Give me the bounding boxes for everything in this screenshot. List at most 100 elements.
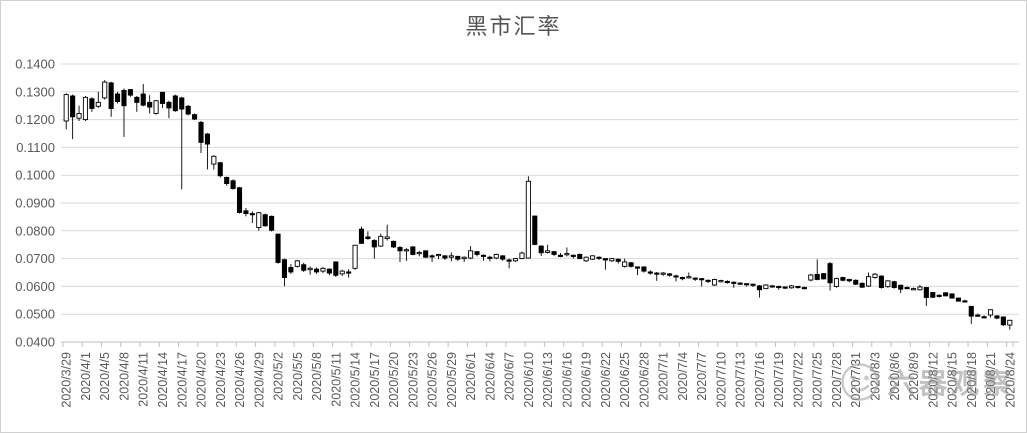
candle-down [217, 162, 223, 177]
y-axis-tick-label: 0.0700 [15, 251, 55, 266]
candle-up [384, 236, 390, 240]
candle-down [692, 277, 698, 280]
x-axis-tick-label: 2020/7/31 [849, 352, 863, 408]
candle-down [744, 283, 750, 286]
candle-down [859, 282, 865, 288]
candle-up [448, 255, 454, 258]
x-axis-tick-label: 2020/4/1 [79, 352, 93, 401]
candle-down [442, 255, 448, 259]
candle-up [763, 284, 769, 290]
candle-down [410, 246, 416, 255]
candle-down [615, 258, 621, 262]
candle-up [211, 155, 217, 165]
x-axis-tick-label: 2020/8/18 [965, 352, 979, 408]
candle-up [525, 180, 531, 259]
candle-down [134, 96, 140, 103]
x-axis-tick-label: 2020/8/12 [926, 352, 940, 408]
candle-up [885, 280, 891, 288]
x-axis-tick-label: 2020/7/13 [734, 352, 748, 408]
x-axis-tick-label: 2020/5/26 [426, 352, 440, 408]
candle-up [76, 113, 82, 119]
candle-up [808, 274, 814, 281]
candle-down [975, 314, 981, 317]
candle-down [827, 263, 833, 284]
x-axis-tick-label: 2020/4/8 [117, 352, 131, 401]
candle-down [724, 280, 730, 284]
candle-up [788, 285, 795, 289]
candle-down [821, 273, 827, 280]
candle-up [352, 244, 358, 269]
candle-down [968, 305, 974, 317]
candle-down [769, 285, 775, 288]
candle-down [673, 275, 679, 278]
candle-down [943, 292, 949, 297]
candle-down [949, 293, 955, 299]
candle-down [654, 272, 660, 275]
candle-down [423, 250, 429, 258]
candle-up [917, 286, 923, 291]
x-axis-tick-label: 2020/5/2 [272, 352, 286, 401]
candle-up [468, 250, 474, 259]
x-axis-tick-label: 2020/4/14 [156, 352, 170, 408]
candle-up [910, 288, 917, 291]
candle-down [628, 262, 634, 267]
candle-down [557, 254, 564, 257]
candle-down [904, 287, 910, 290]
candle-down [596, 256, 602, 259]
candle-up [590, 255, 596, 260]
candle-down [538, 245, 544, 254]
candle-up [564, 253, 570, 256]
candle-up [493, 253, 499, 259]
candle-up [416, 252, 422, 255]
candle-down [705, 279, 711, 282]
candle-down [192, 114, 198, 120]
x-axis-tick-label: 2020/6/25 [618, 352, 632, 408]
candle-up [256, 212, 262, 228]
candle-down [930, 292, 936, 298]
candle-down [981, 316, 987, 319]
candle-up [872, 273, 878, 278]
candle-down [532, 215, 538, 245]
candle-down [429, 255, 435, 258]
candle-up [987, 309, 994, 316]
candle-down [127, 89, 133, 96]
candle-down [878, 275, 884, 288]
candle-down [840, 277, 846, 281]
x-axis-tick-label: 2020/7/19 [772, 352, 786, 408]
x-axis-tick-label: 2020/8/21 [984, 352, 998, 408]
candle-up [519, 252, 525, 260]
candle-down [326, 268, 332, 274]
candle-down [89, 98, 95, 109]
candle-down [166, 101, 172, 109]
x-axis-tick-label: 2020/7/25 [811, 352, 825, 408]
candle-up [403, 249, 409, 252]
x-axis-tick-label: 2020/5/17 [368, 352, 382, 408]
x-axis-tick-label: 2020/4/26 [233, 352, 247, 408]
candle-down [853, 279, 859, 285]
candle-up [686, 276, 692, 279]
candle-down [243, 210, 249, 215]
candle-down [365, 236, 371, 240]
candle-up [95, 101, 101, 107]
candle-down [371, 240, 377, 248]
x-axis-tick-label: 2020/4/11 [137, 352, 151, 407]
x-axis-tick-label: 2020/7/22 [791, 352, 805, 408]
candle-down [782, 286, 788, 289]
x-axis-tick-label: 2020/3/29 [60, 352, 74, 408]
x-axis-tick-label: 2020/5/23 [406, 352, 420, 408]
x-axis-tick-label: 2020/4/23 [214, 352, 228, 408]
y-axis-tick-label: 0.1100 [16, 140, 55, 155]
x-axis-tick-label: 2020/5/29 [445, 352, 459, 408]
candle-down [249, 213, 255, 216]
x-axis-tick-label: 2020/4/29 [252, 352, 266, 408]
x-axis-tick-label: 2020/6/16 [560, 352, 574, 408]
x-axis-tick-label: 2020/6/1 [464, 352, 478, 401]
x-axis-tick-label: 2020/7/7 [695, 352, 709, 401]
candle-down [500, 255, 506, 260]
candle-down [185, 105, 191, 115]
x-axis-tick-label: 2020/6/28 [637, 352, 651, 408]
candle-down [115, 93, 121, 102]
candle-down [288, 267, 294, 273]
candle-up [711, 279, 718, 286]
